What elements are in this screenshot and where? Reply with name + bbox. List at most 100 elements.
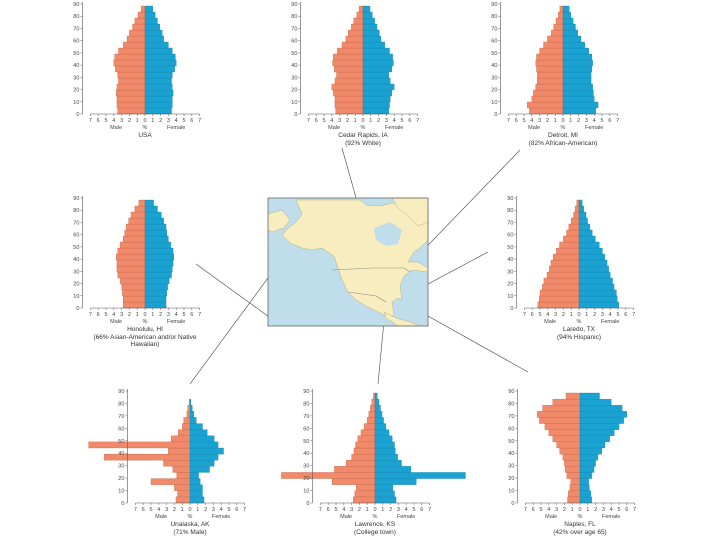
connector-line	[195, 263, 277, 323]
y-tick-label: 60	[73, 39, 79, 45]
y-tick-label: 80	[73, 14, 79, 20]
x-tick-label: 4	[546, 312, 549, 318]
y-tick-label: 40	[508, 451, 514, 457]
x-label-male: Male	[110, 125, 122, 131]
x-tick-label: 7	[616, 118, 619, 124]
x-label-percent: %	[143, 319, 148, 325]
bar-female-75-79	[189, 405, 193, 412]
x-tick-label: 7	[243, 507, 246, 513]
x-tick-label: 6	[235, 507, 238, 513]
y-tick-label: 80	[491, 14, 497, 20]
x-tick-label: 3	[385, 118, 388, 124]
caption-unalaska: Unalaska, AK (71% Male)	[135, 521, 245, 536]
y-tick-label: 90	[73, 196, 79, 202]
x-tick-label: 0	[561, 118, 564, 124]
x-tick-label: 4	[405, 507, 408, 513]
caption-detroit: Detroit, MI (82% African-American)	[508, 132, 618, 147]
bar-female-85+	[144, 5, 153, 13]
x-label-female: Female	[167, 319, 185, 325]
bar-female-85+	[374, 392, 378, 400]
x-tick-label: 7	[89, 118, 92, 124]
map-border-us-canada	[331, 267, 411, 273]
x-tick-label: 3	[555, 507, 558, 513]
y-tick-label: 30	[118, 464, 124, 470]
x-tick-label: 5	[182, 312, 185, 318]
x-tick-label: 7	[319, 507, 322, 513]
x-tick-label: 5	[104, 312, 107, 318]
y-tick-label: 30	[507, 269, 513, 275]
y-tick-label: 10	[291, 100, 297, 106]
x-tick-label: 3	[397, 507, 400, 513]
x-tick-label: 4	[342, 507, 345, 513]
x-tick-label: 6	[515, 118, 518, 124]
x-tick-label: 1	[196, 507, 199, 513]
chart-subtitle: (College town)	[354, 528, 396, 536]
x-tick-label: 3	[165, 507, 168, 513]
x-tick-label: 4	[393, 118, 396, 124]
y-tick-label: 60	[118, 426, 124, 432]
bar-female-20-24	[374, 472, 466, 479]
x-tick-label: 3	[350, 507, 353, 513]
y-tick-label: 20	[73, 88, 79, 94]
x-tick-label: 5	[600, 118, 603, 124]
x-tick-label: 4	[330, 118, 333, 124]
x-tick-label: 6	[142, 507, 145, 513]
x-label-percent: %	[578, 514, 583, 520]
x-label-male: Male	[528, 125, 540, 131]
bar-female-80-84	[189, 398, 191, 406]
x-tick-label: 5	[182, 118, 185, 124]
y-tick-label: 0	[511, 501, 514, 507]
y-tick-label: 10	[508, 489, 514, 495]
y-tick-label: 10	[73, 294, 79, 300]
x-tick-label: 5	[334, 507, 337, 513]
x-tick-label: 1	[585, 312, 588, 318]
x-tick-label: 2	[593, 312, 596, 318]
y-tick-label: 20	[73, 282, 79, 288]
x-tick-label: 4	[610, 507, 613, 513]
y-tick-label: 60	[73, 233, 79, 239]
y-tick-label: 20	[118, 476, 124, 482]
y-tick-label: 10	[491, 100, 497, 106]
x-tick-label: 1	[569, 118, 572, 124]
x-label-percent: %	[143, 125, 148, 131]
x-tick-label: 2	[562, 312, 565, 318]
x-label-female: Female	[167, 125, 185, 131]
x-label-male: Male	[110, 319, 122, 325]
x-label-male: Male	[328, 125, 340, 131]
y-tick-label: 50	[73, 245, 79, 251]
x-tick-label: 4	[175, 312, 178, 318]
x-tick-label: 2	[546, 118, 549, 124]
y-tick-label: 80	[118, 401, 124, 407]
y-tick-label: 80	[291, 14, 297, 20]
x-tick-label: 5	[538, 312, 541, 318]
chart-title: USA	[138, 132, 152, 139]
x-tick-label: 5	[104, 118, 107, 124]
bar-female-85+	[579, 392, 600, 400]
y-tick-label: 70	[303, 414, 309, 420]
y-tick-label: 20	[491, 88, 497, 94]
x-tick-label: 4	[220, 507, 223, 513]
y-tick-label: 90	[73, 2, 79, 8]
bar-female-85+	[578, 199, 583, 207]
y-tick-label: 10	[73, 100, 79, 106]
y-tick-label: 40	[118, 451, 124, 457]
bar-female-85+	[144, 199, 154, 207]
x-tick-label: 4	[112, 312, 115, 318]
y-tick-label: 70	[491, 26, 497, 32]
y-tick-label: 30	[303, 464, 309, 470]
x-label-percent: %	[561, 125, 566, 131]
y-tick-label: 0	[76, 306, 79, 312]
x-tick-label: 2	[128, 118, 131, 124]
y-tick-label: 70	[118, 414, 124, 420]
x-tick-label: 7	[524, 507, 527, 513]
chart-title: Honolulu, HI	[127, 326, 163, 333]
x-tick-label: 1	[381, 507, 384, 513]
y-tick-label: 10	[118, 489, 124, 495]
x-tick-label: 5	[149, 507, 152, 513]
x-tick-label: 1	[554, 118, 557, 124]
y-tick-label: 0	[510, 306, 513, 312]
chart-subtitle: (66% Asian-American and/or Native Hawaii…	[93, 333, 197, 349]
